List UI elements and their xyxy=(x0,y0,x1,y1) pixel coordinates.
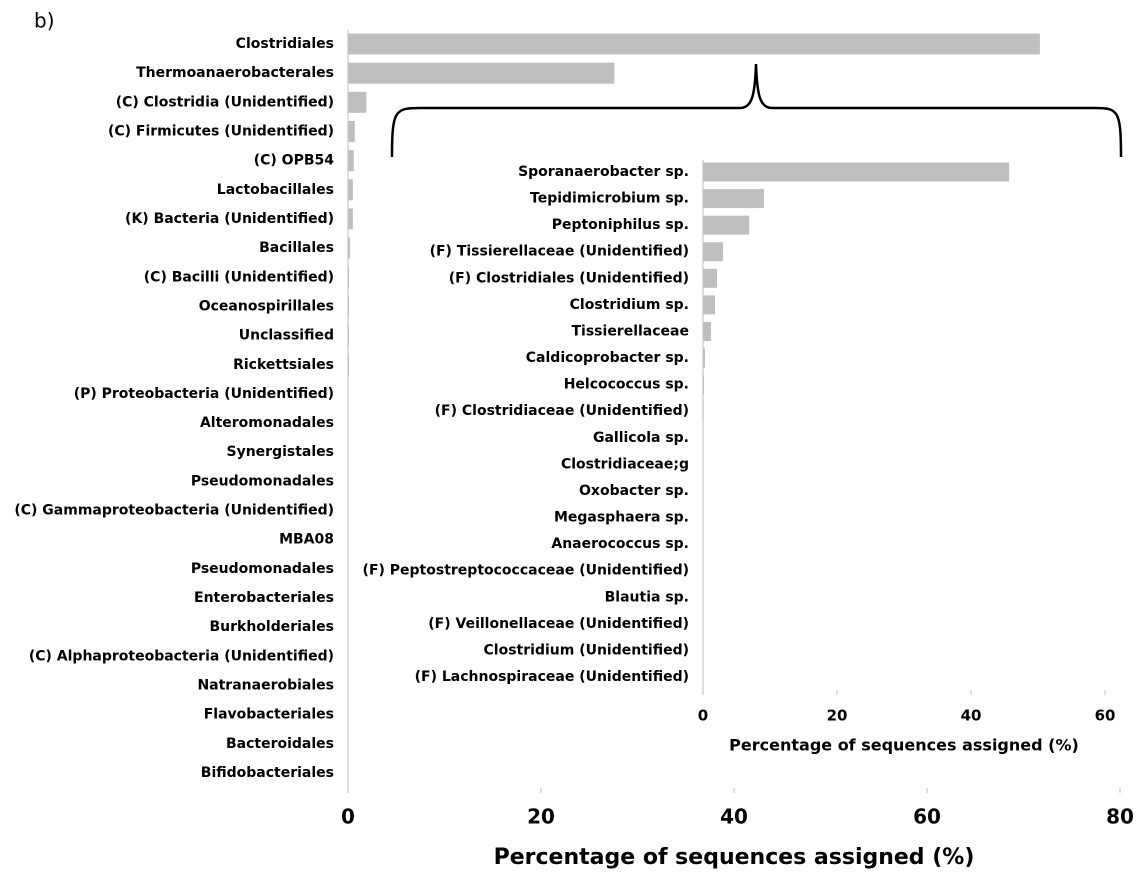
bar xyxy=(348,325,349,347)
category-label: Clostridium sp. xyxy=(570,297,689,313)
category-label: (C) Gammaproteobacteria (Unidentified) xyxy=(14,503,334,519)
category-label: Tissierellaceae xyxy=(572,323,690,339)
category-label: Clostridiales xyxy=(236,36,334,52)
category-label: Synergistales xyxy=(227,444,335,460)
category-label: Alteromonadales xyxy=(200,415,334,431)
category-label: MBA08 xyxy=(279,532,334,548)
x-tick-label: 0 xyxy=(698,707,708,725)
x-tick-label: 60 xyxy=(1095,707,1116,725)
category-label: Clostridiaceae;g xyxy=(561,456,689,472)
bar xyxy=(348,120,355,142)
category-label: Natranaerobiales xyxy=(197,678,334,694)
category-label: Clostridium (Unidentified) xyxy=(484,642,689,658)
category-label: Gallicola sp. xyxy=(593,430,689,446)
x-tick-label: 20 xyxy=(827,707,848,725)
category-label: Bacillales xyxy=(259,240,334,256)
x-axis-title: Percentage of sequences assigned (%) xyxy=(494,845,975,870)
category-label: (P) Proteobacteria (Unidentified) xyxy=(74,386,334,402)
category-label: (C) Clostridia (Unidentified) xyxy=(116,94,334,110)
category-label: (F) Clostridiales (Unidentified) xyxy=(449,270,689,286)
x-tick-label: 40 xyxy=(961,707,982,725)
bar xyxy=(348,91,367,113)
bar xyxy=(703,348,706,368)
category-label: (F) Tissierellaceae (Unidentified) xyxy=(430,244,689,260)
category-label: (C) OPB54 xyxy=(254,153,335,169)
bar xyxy=(703,401,704,421)
bar xyxy=(703,162,1010,182)
bar xyxy=(703,268,718,288)
bar xyxy=(348,62,615,84)
bar xyxy=(703,375,705,395)
bar xyxy=(348,237,350,259)
bar xyxy=(348,33,1040,55)
category-label: Helcococcus sp. xyxy=(564,377,689,393)
bar xyxy=(348,208,353,230)
category-label: Peptoniphilus sp. xyxy=(552,217,689,233)
category-label: (C) Alphaproteobacteria (Unidentified) xyxy=(29,648,334,664)
x-tick-label: 20 xyxy=(527,805,555,829)
x-tick-label: 80 xyxy=(1106,805,1134,829)
category-label: Oxobacter sp. xyxy=(579,483,689,499)
panel-label: b) xyxy=(34,9,55,33)
category-label: Oceanospirillales xyxy=(199,298,334,314)
category-label: (C) Firmicutes (Unidentified) xyxy=(108,123,334,139)
category-label: Megasphaera sp. xyxy=(554,510,689,526)
category-label: (F) Peptostreptococcaceae (Unidentified) xyxy=(363,563,689,579)
bar xyxy=(348,295,349,317)
category-label: Sporanaerobacter sp. xyxy=(518,164,689,180)
bar xyxy=(703,189,764,209)
category-label: Blautia sp. xyxy=(605,589,689,605)
category-label: Lactobacillales xyxy=(217,182,334,198)
category-label: Bacteroidales xyxy=(226,736,334,752)
category-label: Unclassified xyxy=(239,328,334,344)
x-tick-label: 40 xyxy=(720,805,748,829)
bar xyxy=(348,354,349,376)
category-label: (C) Bacilli (Unidentified) xyxy=(144,269,334,285)
category-label: Pseudomonadales xyxy=(191,561,334,577)
category-label: Pseudomonadales xyxy=(191,473,334,489)
zoom-bracket xyxy=(390,63,1123,158)
category-label: Anaerococcus sp. xyxy=(551,536,689,552)
category-label: Rickettsiales xyxy=(233,357,334,373)
x-tick-label: 60 xyxy=(913,805,941,829)
x-axis-title: Percentage of sequences assigned (%) xyxy=(729,736,1079,755)
category-label: (K) Bacteria (Unidentified) xyxy=(125,211,334,227)
category-label: Caldicoprobacter sp. xyxy=(526,350,689,366)
bar xyxy=(703,295,716,315)
bar xyxy=(703,215,750,235)
bar xyxy=(703,242,724,262)
bar xyxy=(703,321,712,341)
category-label: Burkholderiales xyxy=(209,619,334,635)
bar xyxy=(348,266,349,288)
category-label: Thermoanaerobacterales xyxy=(136,65,334,81)
category-label: Bifidobacteriales xyxy=(201,765,334,781)
category-label: (F) Lachnospiraceae (Unidentified) xyxy=(415,669,689,685)
category-label: Enterobacteriales xyxy=(194,590,334,606)
bar xyxy=(348,179,353,201)
category-label: (F) Veillonellaceae (Unidentified) xyxy=(428,616,689,632)
category-label: (F) Clostridiaceae (Unidentified) xyxy=(435,403,689,419)
category-label: Tepidimicrobium sp. xyxy=(530,191,689,207)
bar xyxy=(348,150,354,172)
x-tick-label: 0 xyxy=(341,805,355,829)
category-label: Flavobacteriales xyxy=(204,707,334,723)
